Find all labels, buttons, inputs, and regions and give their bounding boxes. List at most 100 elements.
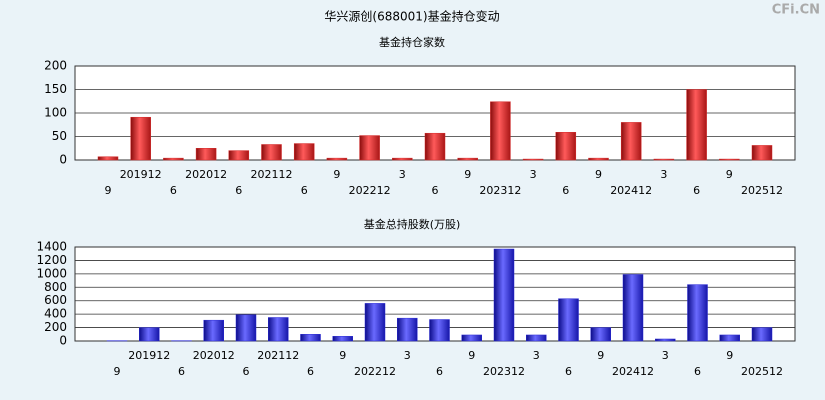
bar [364, 303, 386, 342]
x-tick-label: 9 [468, 349, 475, 362]
x-tick-label: 202212 [349, 184, 391, 197]
bar [228, 150, 250, 161]
x-tick-label: 3 [660, 168, 667, 181]
x-tick-label: 202012 [193, 349, 235, 362]
x-tick-label: 202412 [610, 184, 652, 197]
bar [424, 132, 446, 161]
watermark: CFi.CN [772, 3, 820, 18]
bar [555, 132, 577, 161]
y-tick-label: 150 [44, 82, 67, 96]
x-tick-label: 9 [464, 168, 471, 181]
x-tick-label: 9 [597, 349, 604, 362]
x-tick-label: 9 [105, 184, 112, 197]
y-tick-label: 600 [44, 293, 67, 307]
bar [397, 317, 418, 342]
x-tick-label: 6 [562, 184, 569, 197]
bar [326, 157, 348, 161]
x-tick-label: 6 [307, 365, 314, 378]
bar [392, 157, 413, 161]
x-tick-label: 202112 [257, 349, 299, 362]
bar [719, 334, 740, 342]
bar [163, 157, 184, 161]
chart-title: 基金持仓家数 [379, 35, 445, 49]
bar [588, 157, 609, 161]
bar [97, 156, 119, 161]
bar [457, 157, 478, 161]
y-tick-label: 200 [44, 320, 67, 334]
bar [522, 158, 544, 161]
bar [526, 334, 547, 342]
x-tick-label: 202312 [479, 184, 521, 197]
bar [493, 248, 515, 342]
y-tick-label: 0 [59, 334, 67, 348]
bar [620, 122, 642, 161]
x-tick-label: 6 [694, 365, 701, 378]
bar [490, 101, 511, 161]
bar [461, 334, 482, 342]
y-tick-label: 1200 [36, 253, 67, 267]
y-tick-label: 0 [59, 153, 67, 167]
bar [130, 116, 151, 161]
x-tick-label: 9 [595, 168, 602, 181]
x-tick-label: 202212 [354, 365, 396, 378]
x-tick-label: 6 [243, 365, 250, 378]
y-tick-label: 100 [44, 106, 67, 120]
x-tick-label: 3 [404, 349, 411, 362]
x-tick-label: 9 [114, 365, 121, 378]
bar [139, 327, 160, 342]
chart-title: 基金总持股数(万股) [364, 217, 461, 231]
y-tick-label: 800 [44, 280, 67, 294]
bar [359, 135, 380, 161]
y-tick-label: 400 [44, 307, 67, 321]
x-tick-label: 3 [533, 349, 540, 362]
y-tick-label: 1400 [36, 240, 67, 254]
x-tick-label: 6 [301, 184, 308, 197]
bar [332, 336, 353, 342]
bar [686, 89, 707, 161]
y-tick-label: 1000 [36, 266, 67, 280]
x-tick-label: 202112 [251, 168, 293, 181]
x-tick-label: 9 [333, 168, 340, 181]
x-tick-label: 202412 [612, 365, 654, 378]
x-tick-label: 6 [170, 184, 177, 197]
bar [261, 144, 282, 161]
x-tick-label: 3 [399, 168, 406, 181]
x-tick-label: 9 [726, 168, 733, 181]
bar [653, 158, 675, 161]
x-tick-label: 3 [530, 168, 537, 181]
bar [558, 298, 579, 342]
x-tick-label: 6 [235, 184, 242, 197]
bar [655, 338, 676, 342]
bar [687, 284, 708, 342]
bar [300, 334, 321, 342]
page-title: 华兴源创(688001)基金持仓变动 [324, 9, 499, 24]
bar [203, 319, 224, 342]
bar [751, 145, 773, 161]
x-tick-label: 6 [436, 365, 443, 378]
bar [235, 314, 257, 342]
bar [590, 327, 611, 342]
x-tick-label: 201912 [120, 168, 162, 181]
x-tick-label: 202512 [741, 184, 783, 197]
x-tick-label: 9 [339, 349, 346, 362]
x-tick-label: 202312 [483, 365, 525, 378]
y-tick-label: 50 [52, 129, 67, 143]
x-tick-label: 3 [662, 349, 669, 362]
x-tick-label: 202512 [741, 365, 783, 378]
bar [751, 327, 773, 342]
bar [195, 148, 217, 161]
x-tick-label: 6 [565, 365, 572, 378]
bar [293, 143, 315, 161]
x-tick-label: 202012 [185, 168, 227, 181]
bar [268, 317, 289, 342]
bar [429, 319, 450, 342]
bar [719, 158, 740, 161]
x-tick-label: 6 [693, 184, 700, 197]
x-tick-label: 9 [726, 349, 733, 362]
x-tick-label: 6 [432, 184, 439, 197]
y-tick-label: 200 [44, 59, 67, 73]
x-tick-label: 6 [178, 365, 185, 378]
x-tick-label: 201912 [128, 349, 170, 362]
bar [622, 274, 644, 342]
